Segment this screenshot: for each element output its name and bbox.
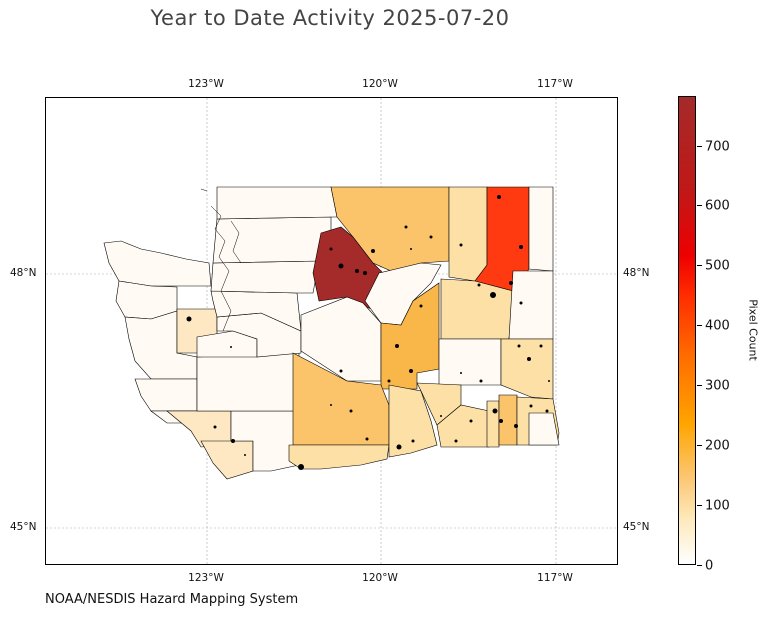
colorbar-label-300: 300 xyxy=(705,378,730,394)
county-clallam xyxy=(103,240,212,287)
fire-detections xyxy=(186,195,550,470)
map-title: Year to Date Activity 2025-07-20 xyxy=(150,6,510,30)
county-whatcom xyxy=(216,186,338,220)
county-pacific xyxy=(134,378,198,412)
colorbar-label-600: 600 xyxy=(705,198,730,214)
county-klickitat xyxy=(288,444,390,470)
lat-tick-left-45n: 45°N xyxy=(10,521,37,533)
county-ferry xyxy=(448,186,488,282)
county-lewis xyxy=(196,352,300,412)
colorbar-tick-mark xyxy=(697,385,702,386)
lon-tick-bottom-123w: 123°W xyxy=(188,572,224,584)
colorbar-tick-mark xyxy=(697,205,702,206)
colorbar-label-700: 700 xyxy=(705,139,730,155)
lat-tick-right-45n: 45°N xyxy=(623,521,650,533)
puget-sound-coastline xyxy=(200,188,242,332)
county-lincoln xyxy=(440,278,514,340)
county-polygons[interactable] xyxy=(103,186,560,480)
lon-tick-bottom-117w: 117°W xyxy=(537,572,573,584)
county-skagit xyxy=(212,216,332,264)
colorbar-label-500: 500 xyxy=(705,258,730,274)
county-snohomish xyxy=(210,260,320,294)
county-asotin-south xyxy=(528,412,560,446)
colorbar-tick-mark xyxy=(697,146,702,147)
county-columbia xyxy=(486,400,500,448)
colorbar-tick-mark xyxy=(697,565,702,566)
county-spokane xyxy=(508,270,554,340)
colorbar-tick-mark xyxy=(697,265,702,266)
colorbar-label-200: 200 xyxy=(705,438,730,454)
county-pend-oreille xyxy=(528,186,554,272)
county-adams xyxy=(438,338,502,386)
colorbar-label-0: 0 xyxy=(705,558,714,574)
lon-tick-top-120w: 120°W xyxy=(362,78,398,90)
colorbar-tick-mark xyxy=(697,505,702,506)
colorbar-title: Pixel Count xyxy=(746,299,760,361)
lon-tick-top-123w: 123°W xyxy=(188,78,224,90)
colorbar-tick-mark xyxy=(697,445,702,446)
map-frame[interactable] xyxy=(45,97,618,565)
washington-county-map[interactable] xyxy=(46,98,617,564)
source-credit: NOAA/NESDIS Hazard Mapping System xyxy=(45,592,299,607)
colorbar-label-100: 100 xyxy=(705,498,730,514)
colorbar xyxy=(678,96,696,565)
lon-tick-bottom-120w: 120°W xyxy=(362,572,398,584)
lat-tick-left-48n: 48°N xyxy=(10,267,37,279)
county-jefferson xyxy=(115,280,178,320)
county-clark xyxy=(200,440,254,480)
county-whitman xyxy=(500,338,554,400)
lon-tick-top-117w: 117°W xyxy=(537,78,573,90)
lat-tick-right-48n: 48°N xyxy=(623,267,650,279)
colorbar-label-400: 400 xyxy=(705,318,730,334)
colorbar-tick-mark xyxy=(697,325,702,326)
